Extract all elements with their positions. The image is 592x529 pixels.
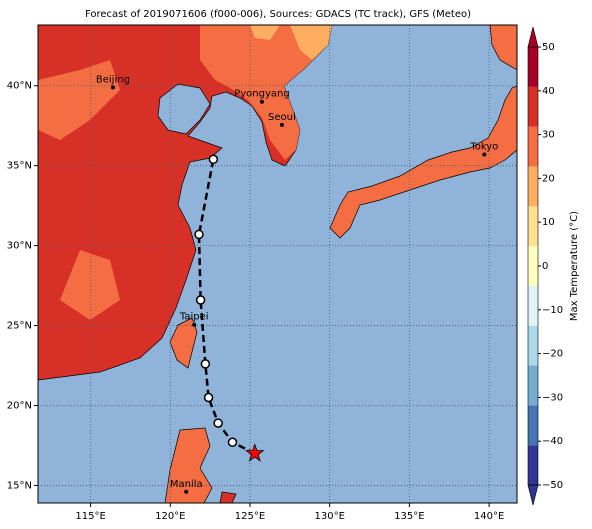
city-marker <box>192 322 197 327</box>
colorbar-tick-label: −20 <box>542 349 563 360</box>
y-tick-label: 15°N <box>7 480 32 491</box>
colorbar-bin <box>528 246 538 286</box>
luzon <box>164 427 213 503</box>
current-position <box>245 443 265 462</box>
city-label: Taipei <box>179 312 209 323</box>
colorbar-extend <box>527 26 539 48</box>
colorbar-bin <box>528 126 538 167</box>
map-area: Beijing Pyongyang Seoul Tokyo Taipei Manila <box>38 25 517 503</box>
city-marker <box>259 99 264 104</box>
track-point <box>200 359 211 369</box>
track-point <box>195 295 206 305</box>
x-tick-label: 120°E <box>155 511 185 522</box>
colorbar-bin <box>528 445 538 485</box>
y-tick-label: 30°N <box>7 241 32 252</box>
x-tick-label: 140°E <box>474 511 504 522</box>
x-tick-label: 135°E <box>394 511 424 522</box>
city-label: Beijing <box>96 74 130 85</box>
y-tick-label: 20°N <box>7 400 32 411</box>
city-marker <box>184 489 189 494</box>
city-label: Pyongyang <box>234 89 289 100</box>
city-label: Tokyo <box>469 141 498 152</box>
colorbar-tick-label: 0 <box>542 261 548 272</box>
colorbar-label: Max Temperature (°C) <box>569 211 580 321</box>
land-warm <box>200 25 332 160</box>
track-point <box>194 229 204 240</box>
colorbar-bin <box>528 166 538 207</box>
colorbar-bin <box>528 285 538 326</box>
colorbar-tick-label: −30 <box>542 392 563 403</box>
city-marker <box>110 85 115 90</box>
city-label: Seoul <box>268 112 296 123</box>
hokkaido <box>489 25 517 71</box>
colorbar-tick-label: 20 <box>542 173 555 184</box>
island <box>219 491 237 503</box>
chart-title: Forecast of 2019071606 (f000-006), Sourc… <box>85 9 471 20</box>
colorbar-tick-label: 10 <box>542 217 555 228</box>
land-mild <box>250 25 332 60</box>
colorbar-tick-label: 50 <box>542 42 555 53</box>
colorbar-tick-label: −10 <box>542 305 563 316</box>
colorbar-tick-label: 30 <box>542 130 555 141</box>
colorbar-bin <box>528 206 538 247</box>
track-point <box>227 437 238 448</box>
x-tick-label: 115°E <box>75 511 105 522</box>
colorbar-bin <box>528 405 538 446</box>
land-warm <box>38 60 120 320</box>
y-tick-label: 40°N <box>7 81 32 92</box>
city-marker <box>482 152 487 157</box>
city-marker <box>279 122 284 127</box>
x-tick-label: 125°E <box>235 511 265 522</box>
x-tick-label: 130°E <box>315 511 345 522</box>
taiwan <box>169 317 198 369</box>
colorbar-bin <box>528 86 538 127</box>
track-point <box>203 392 214 403</box>
track-point <box>208 154 219 165</box>
track-point <box>213 418 223 428</box>
y-tick-label: 25°N <box>7 321 32 332</box>
colorbar-bin <box>528 47 538 87</box>
colorbar-tick-label: −50 <box>542 480 563 491</box>
colorbar-tick-label: −40 <box>542 436 563 447</box>
city-label: Manila <box>170 479 203 490</box>
bohai-sea <box>157 83 211 135</box>
colorbar-bin <box>528 325 538 366</box>
colorbar-extend <box>527 484 539 506</box>
colorbar-bin <box>528 365 538 406</box>
y-tick-label: 35°N <box>7 161 32 172</box>
colorbar-tick-label: 40 <box>542 86 555 97</box>
map-frame <box>37 24 518 504</box>
japan <box>329 85 517 239</box>
